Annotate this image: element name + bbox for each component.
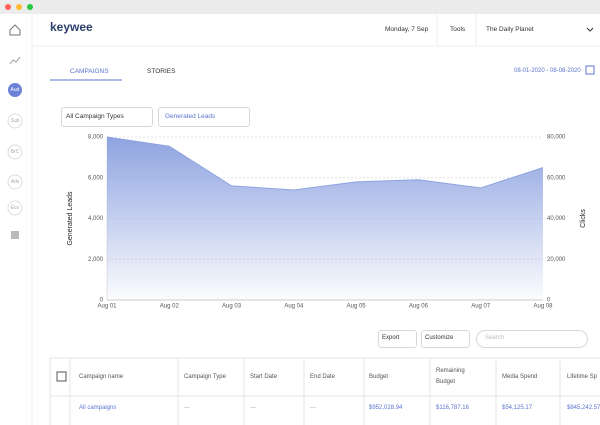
nav-label: Eco: [10, 205, 20, 211]
column-header: Media Spend: [502, 374, 538, 380]
column-header: Remaining Budget: [436, 368, 465, 385]
column-header: Budget: [369, 374, 389, 380]
chevron[interactable]: [586, 27, 594, 32]
nav-item[interactable]: [7, 174, 23, 190]
search-placeholder: Search: [485, 335, 505, 341]
y-tick-label: 2,000: [88, 257, 104, 263]
x-tick-label: Aug 01: [97, 304, 117, 310]
column-header: Lifetime Sp: [567, 374, 598, 380]
x-tick-label: Aug 05: [347, 304, 367, 310]
x-tick-label: Aug 03: [222, 304, 242, 310]
tab[interactable]: STORIES: [147, 68, 176, 75]
account[interactable]: The Daily Planet: [486, 26, 534, 33]
minimize[interactable]: [16, 4, 22, 10]
nav-label: BrC: [10, 149, 20, 155]
export: Export: [382, 335, 400, 341]
title-bar: [0, 0, 600, 14]
dropdown[interactable]: [378, 330, 417, 348]
date-range[interactable]: 08-01-2020 - 08-08-2020: [514, 68, 581, 74]
table-cell: ---: [250, 405, 256, 411]
nav-item[interactable]: [7, 113, 23, 129]
dropdown-label: All Campaign Types: [66, 113, 124, 120]
y2-tick-label: 60,000: [547, 175, 566, 181]
x-tick-label: Aug 02: [160, 304, 180, 310]
y2-tick-label: 20,000: [547, 257, 566, 263]
table-cell: $845,242.57: [567, 405, 600, 411]
search-box[interactable]: [476, 330, 588, 348]
y-axis-title: Generated Leads: [67, 191, 74, 246]
area-fill: [107, 137, 543, 300]
home-icon[interactable]: [9, 24, 21, 36]
y2-axis-title: Clicks: [580, 209, 587, 228]
table-cell: $952,028.94: [369, 405, 403, 411]
y-tick-label: 6,000: [88, 175, 104, 181]
x-tick-label: Aug 04: [284, 304, 304, 310]
column-header: Campaign Type: [184, 374, 226, 380]
table-cell: ---: [310, 405, 316, 411]
y2-tick-label: 80,000: [547, 135, 566, 141]
calendar-icon[interactable]: [585, 65, 595, 75]
y-tick-label: 8,000: [88, 135, 104, 141]
column-header: Campaign name: [79, 374, 124, 380]
logo: keywee: [50, 20, 93, 34]
tab[interactable]: CAMPAIGNS: [70, 68, 109, 75]
table-cell: $116,787.16: [436, 405, 469, 411]
x-tick-label: Aug 08: [533, 304, 553, 310]
nav-active[interactable]: [8, 83, 22, 97]
y2-tick-label: 0: [547, 298, 551, 304]
facebook-icon[interactable]: [11, 231, 19, 239]
close[interactable]: [5, 4, 11, 10]
table-cell: $54,125.17: [502, 405, 533, 411]
checkbox[interactable]: [56, 371, 67, 382]
date: Monday, 7 Sep: [385, 26, 429, 33]
dropdown[interactable]: [421, 330, 470, 348]
y-tick-label: 0: [100, 298, 104, 304]
area-line: [106, 136, 544, 191]
trend-icon[interactable]: [9, 56, 21, 65]
column-header: Start Date: [250, 374, 278, 380]
y2-tick-label: 40,000: [547, 216, 566, 222]
column-header: End Date: [310, 374, 336, 380]
nav-label: Aud: [10, 87, 20, 93]
nav-label: Sub: [10, 118, 20, 124]
y-tick-label: 4,000: [88, 216, 104, 222]
dropdown[interactable]: [61, 107, 153, 127]
nav-item[interactable]: [7, 200, 23, 216]
table-cell: All campaigns: [79, 405, 117, 411]
table-frame: [49, 357, 600, 425]
table-cell: ---: [184, 405, 190, 411]
customize: Customize: [425, 335, 454, 341]
dropdown[interactable]: [158, 107, 250, 127]
maximize[interactable]: [27, 4, 33, 10]
x-tick-label: Aug 06: [409, 304, 429, 310]
nav-label: Ads: [10, 179, 20, 185]
nav-item[interactable]: [7, 144, 23, 160]
tools-menu[interactable]: Tools: [450, 26, 466, 33]
x-tick-label: Aug 07: [471, 304, 491, 310]
dropdown-label: Generated Leads: [165, 113, 216, 120]
